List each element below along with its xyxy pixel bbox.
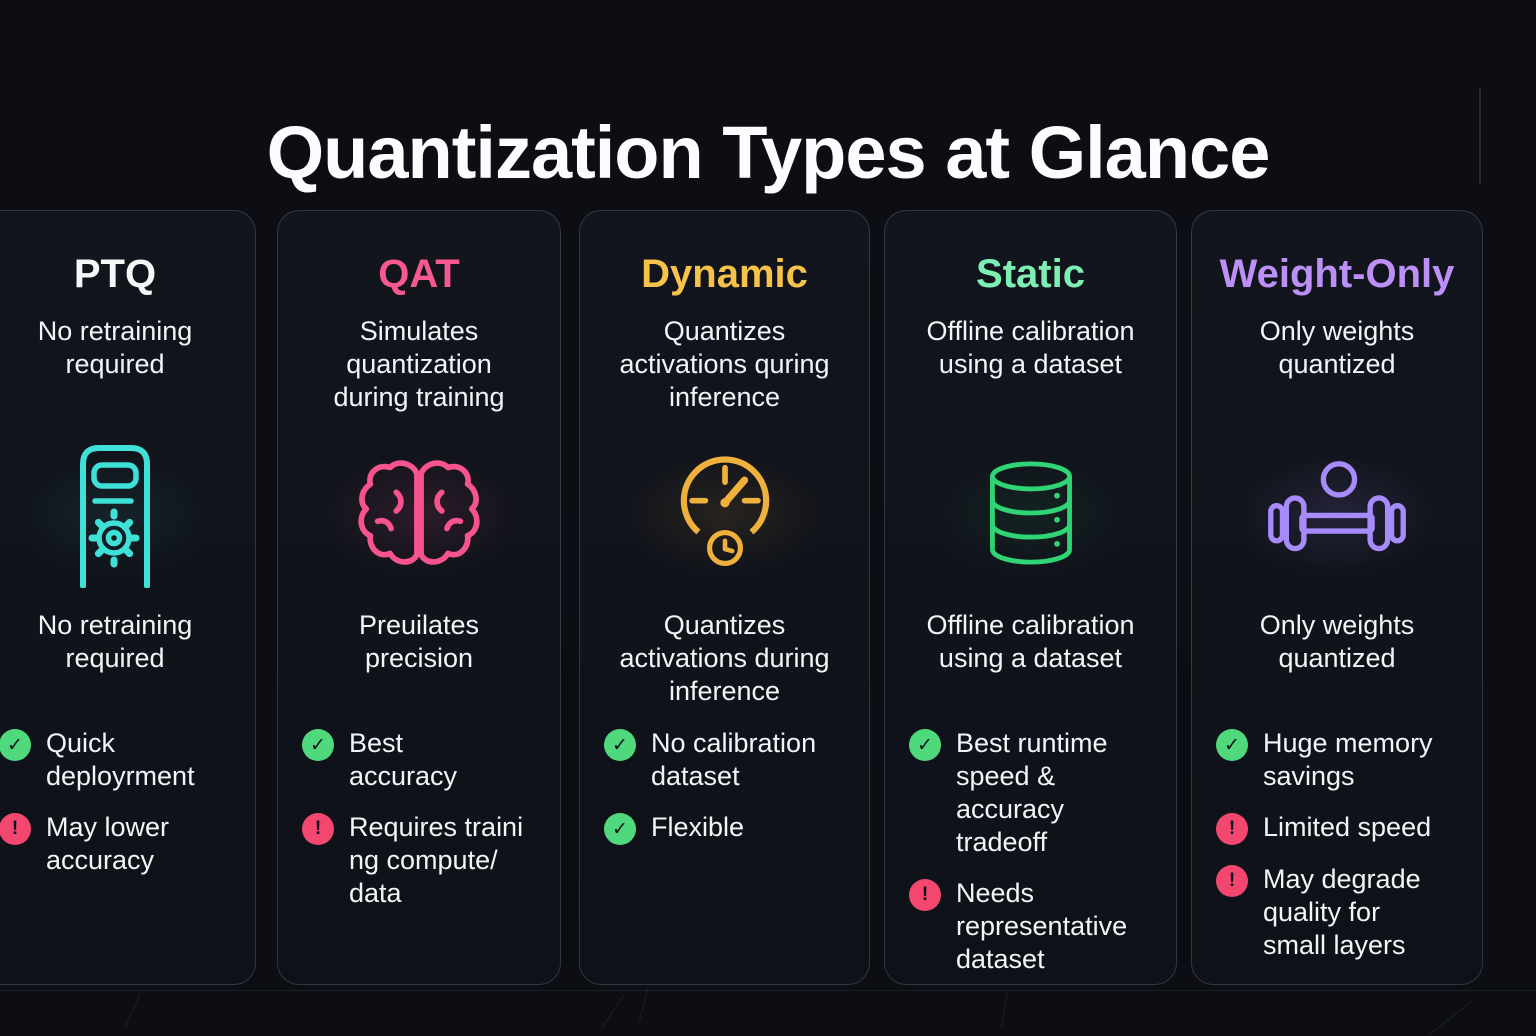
card-description: Offline calibration using a dataset bbox=[926, 610, 1135, 673]
server-gear-icon bbox=[80, 445, 150, 588]
bullet-text: Best accuracy bbox=[349, 728, 458, 791]
card-static: Static Offline calibration using a datas… bbox=[884, 210, 1177, 985]
bullet-item: ! Needs representative dataset bbox=[909, 877, 1162, 976]
card-subtitle: No retraining required bbox=[37, 316, 193, 379]
decor-diagonal-line bbox=[1428, 1000, 1473, 1036]
icon-slot bbox=[278, 429, 560, 597]
bullet-text: May lower accuracy bbox=[46, 812, 170, 875]
gauge-clock-icon bbox=[680, 456, 769, 566]
bullet-item: ✓ Best runtime speed & accuracy tradeoff bbox=[909, 727, 1162, 859]
bullet-list: ✓ Best accuracy! Requires traini ng comput… bbox=[278, 725, 560, 910]
card-description: No retraining required bbox=[37, 610, 193, 673]
card-title: Weight-Only bbox=[1219, 252, 1455, 296]
card-dynamic: Dynamic Quantizes activations quring inf… bbox=[579, 210, 870, 985]
card-subtitle: Simulates quantization during training bbox=[333, 316, 505, 412]
bullet-item: ✓ Flexible bbox=[604, 811, 855, 845]
warning-icon: ! bbox=[1216, 813, 1248, 845]
bullet-list: ✓ Best runtime speed & accuracy tradeoff!… bbox=[885, 725, 1176, 976]
bullet-item: ✓ Huge memory savings bbox=[1216, 727, 1468, 793]
icon-slot bbox=[1192, 429, 1482, 597]
warning-icon: ! bbox=[0, 813, 31, 845]
decor-vertical-tick bbox=[1479, 88, 1481, 184]
card-subtitle: Only weights quantized bbox=[1259, 316, 1415, 379]
check-icon: ✓ bbox=[0, 729, 31, 761]
bullet-list: ✓ Quick deployrment! May lower accuracy bbox=[0, 725, 255, 877]
bullet-text: Huge memory savings bbox=[1263, 728, 1433, 791]
bullet-text: Quick deployrment bbox=[46, 728, 195, 791]
card-description: Quantizes activations during inference bbox=[619, 610, 830, 706]
card-qat: QAT Simulates quantization during traini… bbox=[277, 210, 561, 985]
bullet-item: ✓ No calibration dataset bbox=[604, 727, 855, 793]
page-title: Quantization Types at Glance bbox=[266, 110, 1271, 194]
bullet-text: Best runtime speed & accuracy tradeoff bbox=[956, 728, 1108, 857]
icon-slot bbox=[0, 429, 255, 597]
bullet-item: ✓ Quick deployrment bbox=[0, 727, 241, 793]
bullet-text: Flexible bbox=[651, 812, 745, 842]
icon-slot bbox=[885, 429, 1176, 597]
database-icon bbox=[989, 461, 1072, 565]
check-icon: ✓ bbox=[909, 729, 941, 761]
bullet-item: ! Limited speed bbox=[1216, 811, 1468, 845]
card-ptq: PTQ No retraining required bbox=[0, 210, 256, 985]
card-description: Only weights quantized bbox=[1259, 610, 1415, 673]
check-icon: ✓ bbox=[604, 813, 636, 845]
bullet-text: May degrade quality for small layers bbox=[1263, 864, 1421, 960]
check-icon: ✓ bbox=[302, 729, 334, 761]
bullet-text: Needs representative dataset bbox=[956, 878, 1128, 974]
card-subtitle: Offline calibration using a dataset bbox=[926, 316, 1135, 379]
warning-icon: ! bbox=[909, 879, 941, 911]
bullet-item: ! May degrade quality for small layers bbox=[1216, 863, 1468, 962]
check-icon: ✓ bbox=[1216, 729, 1248, 761]
icon-slot bbox=[580, 429, 869, 597]
card-description: Preuilates precision bbox=[358, 610, 480, 673]
card-title: Dynamic bbox=[641, 252, 808, 296]
bullet-text: No calibration dataset bbox=[651, 728, 817, 791]
card-weight-only: Weight-Only Only weights quantized Only … bbox=[1191, 210, 1483, 985]
decor-diagonal-line bbox=[1000, 992, 1009, 1028]
bullet-list: ✓ No calibration dataset ✓ Flexible bbox=[580, 725, 869, 845]
bullet-text: Requires traini ng compute/ data bbox=[349, 812, 524, 908]
warning-icon: ! bbox=[1216, 865, 1248, 897]
card-subtitle: Quantizes activations quring inference bbox=[619, 316, 830, 412]
check-icon: ✓ bbox=[604, 729, 636, 761]
bullet-item: ! May lower accuracy bbox=[0, 811, 241, 877]
warning-icon: ! bbox=[302, 813, 334, 845]
bullet-list: ✓ Huge memory savings! Limited speed! May d… bbox=[1192, 725, 1482, 962]
card-title: Static bbox=[976, 252, 1085, 296]
bullet-item: ! Requires traini ng compute/ data bbox=[302, 811, 546, 910]
brain-icon bbox=[358, 460, 480, 565]
dumbbell-icon bbox=[1268, 461, 1406, 552]
card-title: QAT bbox=[378, 252, 460, 296]
card-title: PTQ bbox=[73, 252, 157, 296]
bullet-text: Limited speed bbox=[1263, 812, 1432, 842]
decor-diagonal-line bbox=[124, 993, 141, 1029]
decor-horizontal-line bbox=[0, 990, 1536, 991]
bullet-item: ✓ Best accuracy bbox=[302, 727, 546, 793]
